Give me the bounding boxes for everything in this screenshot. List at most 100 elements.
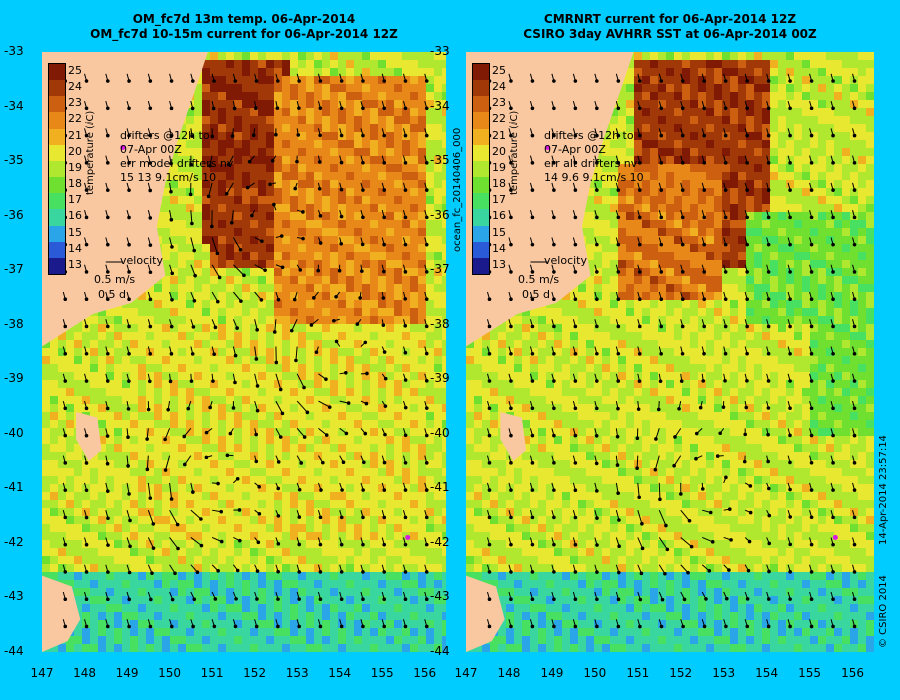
sst-cell xyxy=(426,564,434,572)
velocity-arrow-head xyxy=(382,460,387,465)
sst-cell xyxy=(210,68,218,76)
sst-cell xyxy=(122,396,130,404)
sst-cell xyxy=(426,348,434,356)
sst-cell xyxy=(290,420,298,428)
sst-cell xyxy=(362,260,370,268)
sst-cell xyxy=(234,628,242,636)
sst-cell xyxy=(250,364,258,372)
sst-cell xyxy=(250,396,258,404)
sst-cell xyxy=(258,260,266,268)
sst-cell xyxy=(314,284,322,292)
sst-cell xyxy=(426,284,434,292)
sst-cell xyxy=(154,540,162,548)
sst-cell xyxy=(146,340,154,348)
sst-cell xyxy=(330,500,338,508)
sst-cell xyxy=(138,332,146,340)
sst-cell xyxy=(266,60,274,68)
velocity-arrow-head xyxy=(403,270,408,274)
sst-cell xyxy=(170,380,178,388)
sst-cell xyxy=(58,484,66,492)
sst-cell xyxy=(802,60,810,68)
sst-cell xyxy=(290,460,298,468)
sst-cell xyxy=(266,220,274,228)
sst-cell xyxy=(410,484,418,492)
velocity-arrow-head xyxy=(403,488,408,492)
velocity-arrow-head xyxy=(424,597,429,601)
sst-cell xyxy=(402,84,410,92)
sst-cell xyxy=(138,508,146,516)
sst-cell xyxy=(106,540,114,548)
sst-cell xyxy=(178,452,186,460)
sst-cell xyxy=(722,60,730,68)
sst-cell xyxy=(290,276,298,284)
sst-cell xyxy=(306,380,314,388)
sst-cell xyxy=(330,228,338,236)
velocity-arrow-head xyxy=(424,215,429,220)
sst-cell xyxy=(138,428,146,436)
sst-cell xyxy=(250,564,258,572)
sst-cell xyxy=(226,468,234,476)
sst-cell xyxy=(234,420,242,428)
sst-cell xyxy=(258,540,266,548)
sst-cell xyxy=(178,484,186,492)
sst-cell xyxy=(354,516,362,524)
velocity-arrow-head xyxy=(297,106,301,110)
velocity-arrow-head xyxy=(84,270,89,274)
velocity-arrow-head xyxy=(245,185,250,190)
sst-cell xyxy=(410,380,418,388)
sst-cell xyxy=(434,188,442,196)
sst-cell xyxy=(282,388,290,396)
sst-cell xyxy=(314,60,322,68)
sst-cell xyxy=(386,644,394,652)
sst-cell xyxy=(234,116,242,124)
sst-cell xyxy=(146,364,154,372)
sst-cell xyxy=(754,108,762,116)
sst-cell xyxy=(338,180,346,188)
sst-cell xyxy=(362,244,370,252)
sst-cell xyxy=(218,540,226,548)
sst-cell xyxy=(354,556,362,564)
sst-cell xyxy=(130,612,138,620)
velocity-arrow-head xyxy=(204,430,209,435)
sst-cell xyxy=(282,452,290,460)
sst-cell xyxy=(122,444,130,452)
sst-cell xyxy=(282,260,290,268)
sst-cell xyxy=(242,292,250,300)
velocity-arrow-head xyxy=(195,570,200,575)
sst-cell xyxy=(266,156,274,164)
sst-cell xyxy=(434,396,442,404)
sst-cell xyxy=(266,492,274,500)
sst-cell xyxy=(354,300,362,308)
sst-cell xyxy=(266,300,274,308)
sst-cell xyxy=(314,212,322,220)
velocity-arrow-head xyxy=(382,79,387,83)
sst-cell xyxy=(234,276,242,284)
sst-cell xyxy=(354,316,362,324)
sst-cell xyxy=(202,68,210,76)
sst-cell xyxy=(106,620,114,628)
sst-cell xyxy=(354,492,362,500)
sst-cell xyxy=(354,428,362,436)
sst-cell xyxy=(234,508,242,516)
sst-cell xyxy=(338,116,346,124)
left-title-line2: OM_fc7d 10-15m current for 06-Apr-2014 1… xyxy=(90,27,398,41)
sst-cell xyxy=(314,636,322,644)
sst-cell xyxy=(130,444,138,452)
sst-cell xyxy=(418,372,426,380)
sst-cell xyxy=(706,108,714,116)
velocity-arrow-head xyxy=(105,270,110,274)
velocity-arrow-head xyxy=(403,133,408,138)
sst-cell xyxy=(234,556,242,564)
sst-cell xyxy=(258,492,266,500)
sst-cell xyxy=(210,172,218,180)
sst-cell xyxy=(362,308,370,316)
sst-cell xyxy=(130,484,138,492)
sst-cell xyxy=(250,84,258,92)
sst-cell xyxy=(346,180,354,188)
sst-cell xyxy=(66,380,74,388)
sst-cell xyxy=(394,180,402,188)
velocity-arrow-head xyxy=(148,297,153,302)
sst-cell xyxy=(266,412,274,420)
sst-cell xyxy=(794,100,802,108)
sst-cell xyxy=(282,492,290,500)
